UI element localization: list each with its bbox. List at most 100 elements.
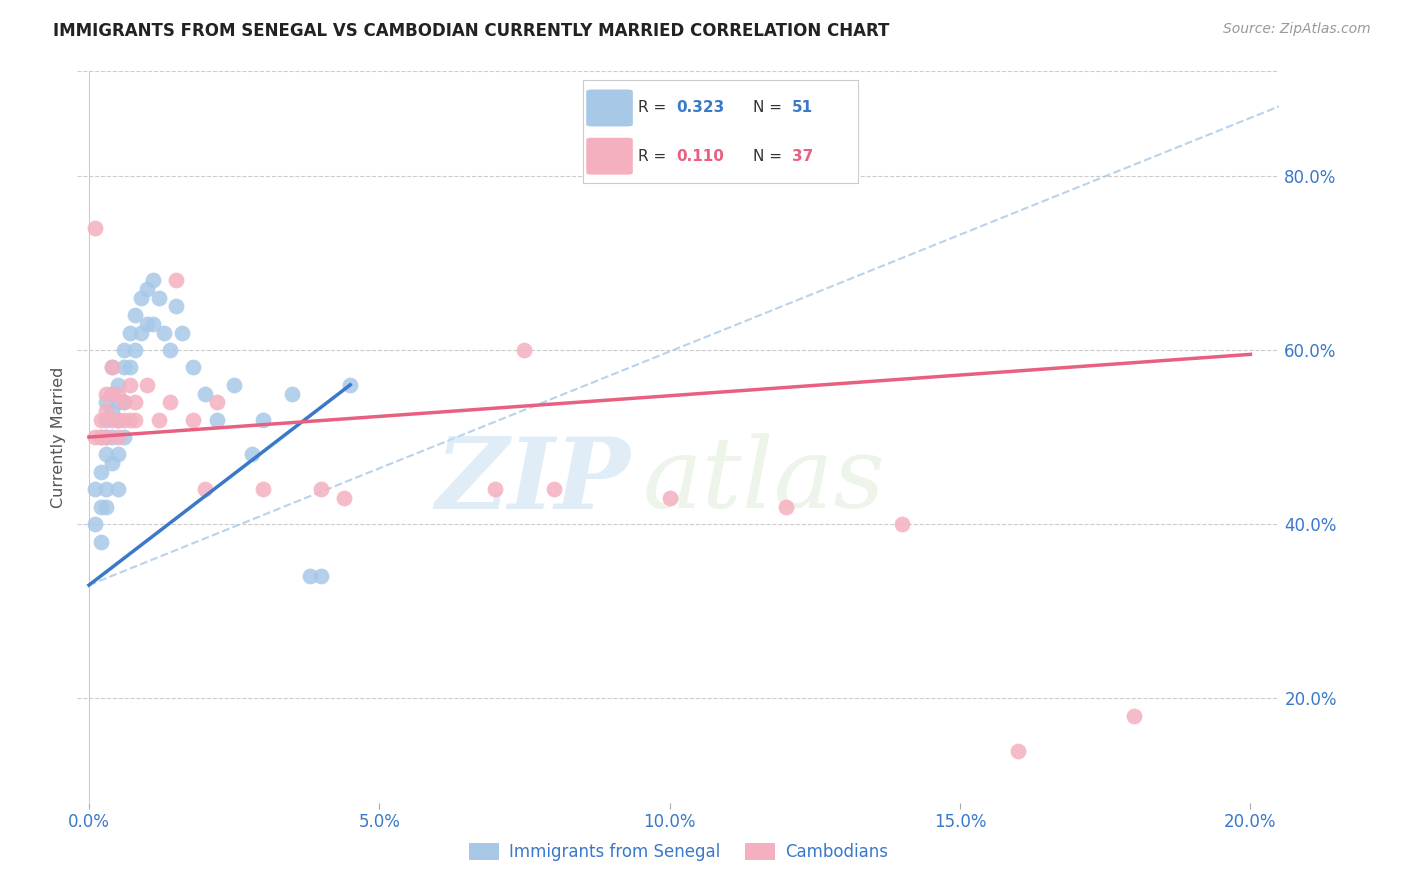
Point bbox=[90, 534, 112, 549]
Point bbox=[112, 343, 135, 357]
Point bbox=[252, 483, 274, 497]
Point bbox=[891, 517, 914, 532]
Point bbox=[90, 465, 112, 479]
Point bbox=[107, 483, 129, 497]
Point bbox=[142, 273, 165, 287]
Point bbox=[101, 360, 124, 375]
Point bbox=[90, 412, 112, 426]
Point bbox=[129, 326, 152, 340]
Point bbox=[96, 430, 118, 444]
Point bbox=[165, 300, 187, 314]
Point bbox=[281, 386, 304, 401]
Point bbox=[112, 412, 135, 426]
Point bbox=[96, 500, 118, 514]
Text: atlas: atlas bbox=[643, 434, 886, 529]
Point bbox=[118, 412, 141, 426]
Point bbox=[112, 395, 135, 409]
Point bbox=[1007, 743, 1029, 757]
Legend: Immigrants from Senegal, Cambodians: Immigrants from Senegal, Cambodians bbox=[463, 836, 894, 868]
Point bbox=[83, 483, 105, 497]
Point bbox=[1123, 708, 1146, 723]
Point bbox=[112, 395, 135, 409]
Point bbox=[136, 282, 159, 296]
Point bbox=[333, 491, 356, 505]
Point bbox=[118, 360, 141, 375]
Text: IMMIGRANTS FROM SENEGAL VS CAMBODIAN CURRENTLY MARRIED CORRELATION CHART: IMMIGRANTS FROM SENEGAL VS CAMBODIAN CUR… bbox=[53, 22, 890, 40]
Point bbox=[101, 360, 124, 375]
Point bbox=[83, 221, 105, 235]
Text: 0.323: 0.323 bbox=[676, 101, 725, 115]
Point bbox=[298, 569, 321, 583]
Point bbox=[96, 483, 118, 497]
Text: 37: 37 bbox=[792, 149, 813, 164]
Point bbox=[107, 412, 129, 426]
Text: 51: 51 bbox=[792, 101, 813, 115]
Point bbox=[148, 412, 170, 426]
Text: ZIP: ZIP bbox=[436, 433, 630, 529]
Point bbox=[205, 412, 228, 426]
Point bbox=[240, 448, 263, 462]
Point bbox=[112, 430, 135, 444]
Text: R =: R = bbox=[638, 149, 672, 164]
Point bbox=[224, 377, 246, 392]
Point bbox=[90, 430, 112, 444]
Point bbox=[183, 412, 205, 426]
Point bbox=[124, 308, 146, 322]
Point bbox=[484, 483, 506, 497]
Point bbox=[118, 326, 141, 340]
Point bbox=[96, 448, 118, 462]
Point bbox=[96, 430, 118, 444]
Text: N =: N = bbox=[754, 149, 787, 164]
Point bbox=[107, 448, 129, 462]
Point bbox=[107, 430, 129, 444]
FancyBboxPatch shape bbox=[586, 89, 633, 127]
Point bbox=[543, 483, 565, 497]
Text: 0.110: 0.110 bbox=[676, 149, 724, 164]
Point bbox=[96, 412, 118, 426]
Point bbox=[107, 377, 129, 392]
Point bbox=[90, 430, 112, 444]
Point bbox=[183, 360, 205, 375]
Point bbox=[170, 326, 193, 340]
Point bbox=[96, 395, 118, 409]
Point bbox=[118, 377, 141, 392]
Point bbox=[101, 456, 124, 470]
Point bbox=[101, 386, 124, 401]
Point bbox=[124, 343, 146, 357]
Point bbox=[129, 291, 152, 305]
Point bbox=[112, 360, 135, 375]
Point bbox=[136, 377, 159, 392]
Point bbox=[309, 569, 332, 583]
Point bbox=[83, 517, 105, 532]
Text: Source: ZipAtlas.com: Source: ZipAtlas.com bbox=[1223, 22, 1371, 37]
Point bbox=[107, 386, 129, 401]
FancyBboxPatch shape bbox=[586, 137, 633, 175]
Point bbox=[90, 500, 112, 514]
Text: N =: N = bbox=[754, 101, 787, 115]
Point bbox=[148, 291, 170, 305]
Point bbox=[153, 326, 176, 340]
Point bbox=[124, 412, 146, 426]
Point bbox=[513, 343, 536, 357]
Point bbox=[339, 377, 361, 392]
Point bbox=[309, 483, 332, 497]
Point bbox=[194, 483, 217, 497]
Point bbox=[107, 412, 129, 426]
Point bbox=[136, 317, 159, 331]
Y-axis label: Currently Married: Currently Married bbox=[51, 367, 66, 508]
Point bbox=[159, 343, 181, 357]
Point bbox=[194, 386, 217, 401]
Point bbox=[165, 273, 187, 287]
Point bbox=[96, 386, 118, 401]
Point bbox=[107, 395, 129, 409]
Text: R =: R = bbox=[638, 101, 672, 115]
Point bbox=[252, 412, 274, 426]
Point bbox=[775, 500, 797, 514]
Point bbox=[101, 404, 124, 418]
Point bbox=[205, 395, 228, 409]
Point bbox=[124, 395, 146, 409]
Point bbox=[142, 317, 165, 331]
Point bbox=[101, 386, 124, 401]
Point bbox=[658, 491, 681, 505]
Point bbox=[159, 395, 181, 409]
